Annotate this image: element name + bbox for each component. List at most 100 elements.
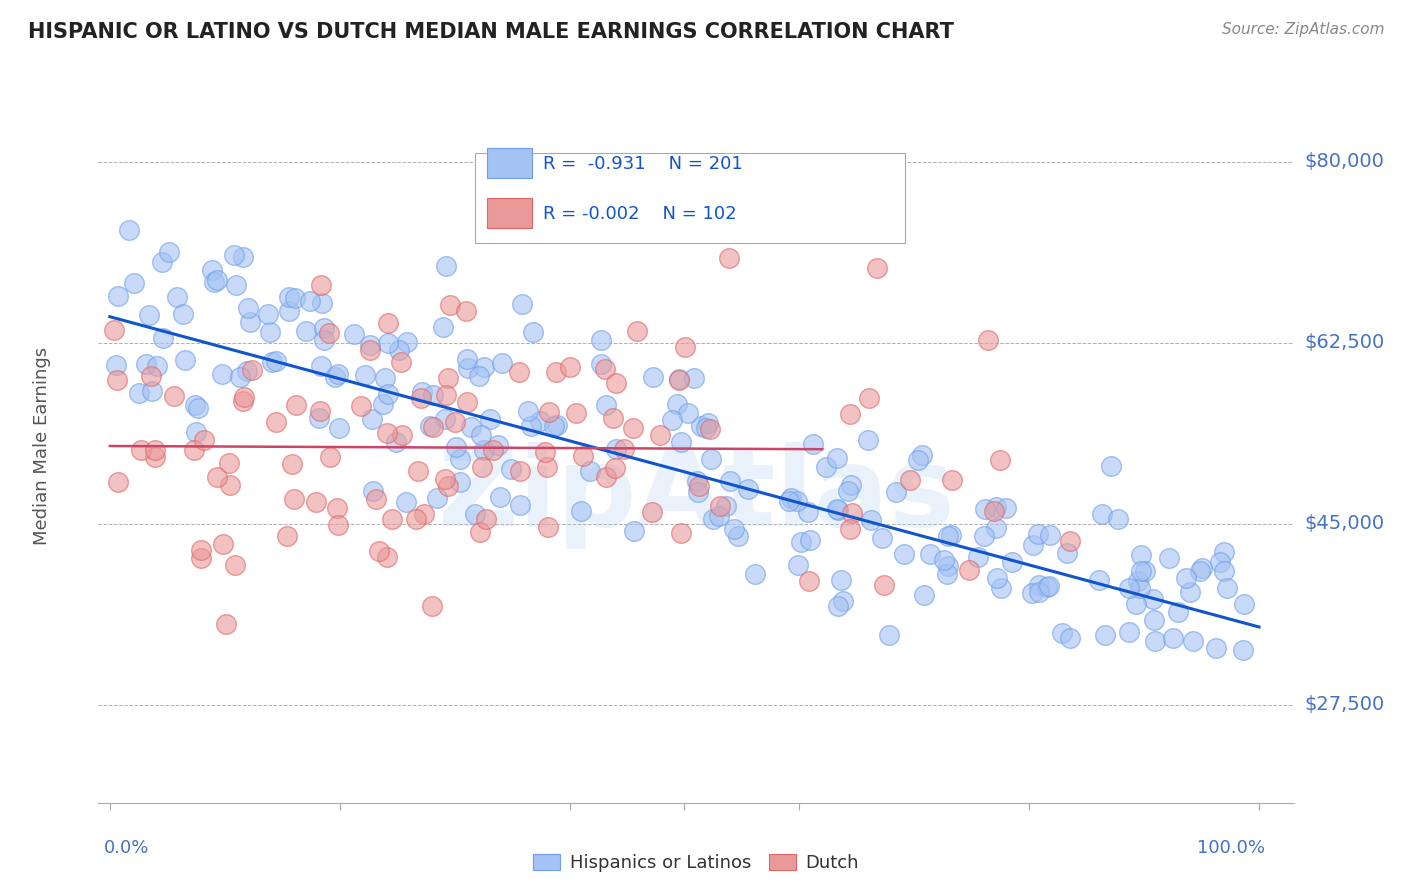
Point — [281, 457, 304, 471]
Point — [183, 442, 205, 457]
Point — [486, 438, 509, 452]
Point — [1001, 555, 1024, 569]
Point — [215, 617, 238, 632]
Point — [1129, 565, 1152, 579]
Point — [360, 343, 382, 357]
Point — [589, 333, 612, 347]
Point — [391, 428, 413, 442]
Point — [284, 291, 307, 305]
Point — [377, 335, 399, 350]
Point — [591, 357, 613, 371]
Point — [283, 491, 305, 506]
Point — [509, 464, 531, 478]
Point — [669, 525, 692, 540]
Point — [260, 355, 283, 369]
Point — [472, 443, 495, 458]
Point — [323, 370, 346, 384]
Point — [187, 401, 209, 415]
Point — [389, 354, 412, 368]
Point — [354, 368, 377, 382]
Point — [309, 277, 332, 292]
Point — [444, 440, 467, 454]
Point — [128, 386, 150, 401]
Point — [918, 548, 941, 562]
Point — [1178, 585, 1201, 599]
Point — [396, 335, 419, 350]
Point — [1107, 511, 1129, 525]
Point — [422, 420, 444, 434]
Point — [456, 395, 478, 409]
Point — [1129, 581, 1152, 595]
Point — [995, 500, 1018, 515]
Point — [565, 406, 588, 420]
Point — [789, 535, 811, 549]
Point — [319, 450, 342, 465]
Point — [360, 412, 382, 426]
Point — [786, 494, 808, 508]
Point — [509, 498, 531, 512]
Point — [872, 531, 894, 545]
Point — [377, 387, 399, 401]
Point — [311, 295, 333, 310]
Point — [623, 524, 645, 538]
Point — [375, 550, 398, 565]
Point — [150, 255, 173, 269]
Point — [105, 358, 128, 372]
Point — [934, 552, 956, 566]
Point — [381, 512, 404, 526]
Point — [343, 326, 366, 341]
Point — [572, 449, 595, 463]
Point — [1052, 626, 1074, 640]
Point — [626, 324, 648, 338]
Point — [1088, 573, 1111, 587]
Point — [1021, 586, 1043, 600]
Point — [224, 558, 246, 572]
Point — [107, 289, 129, 303]
Point — [990, 582, 1012, 596]
Point — [866, 260, 889, 275]
Point — [898, 473, 921, 487]
Point — [516, 404, 538, 418]
Point — [107, 373, 129, 387]
Point — [225, 277, 247, 292]
Point — [467, 369, 489, 384]
Point — [1205, 640, 1227, 655]
Point — [501, 461, 523, 475]
Point — [295, 324, 318, 338]
Point — [138, 309, 160, 323]
Point — [737, 482, 759, 496]
Point — [786, 558, 808, 573]
Point — [460, 419, 482, 434]
Point — [1026, 526, 1049, 541]
Point — [1129, 548, 1152, 562]
Point — [434, 472, 457, 486]
Point — [1036, 580, 1059, 594]
Point — [232, 394, 254, 409]
Point — [257, 307, 280, 321]
Point — [276, 529, 298, 543]
Point — [508, 365, 530, 379]
Point — [1189, 564, 1212, 578]
Point — [218, 456, 240, 470]
Point — [1143, 633, 1166, 648]
Point — [877, 628, 900, 642]
Point — [1059, 534, 1081, 549]
Point — [385, 435, 408, 450]
Point — [200, 263, 222, 277]
Point — [457, 361, 479, 376]
Point — [668, 372, 690, 386]
Point — [1161, 631, 1184, 645]
Point — [481, 442, 503, 457]
Point — [434, 259, 457, 273]
Point — [141, 384, 163, 399]
Point — [157, 245, 180, 260]
Point — [676, 406, 699, 420]
Point — [837, 484, 859, 499]
Point — [546, 418, 568, 433]
Point — [205, 273, 228, 287]
Point — [278, 290, 301, 304]
Point — [326, 501, 349, 516]
Bar — [486, 148, 533, 178]
Point — [778, 493, 800, 508]
Point — [166, 290, 188, 304]
